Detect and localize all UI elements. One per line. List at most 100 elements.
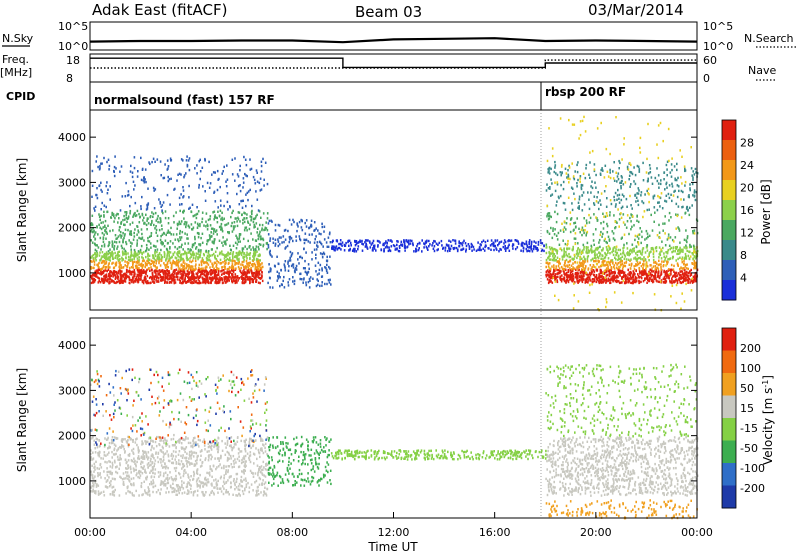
power-cell xyxy=(114,276,117,279)
power-cell xyxy=(294,268,296,271)
power-cell xyxy=(581,278,584,281)
power-cell xyxy=(142,281,145,285)
power-cell xyxy=(574,272,577,276)
power-cell xyxy=(159,270,161,274)
power-cell xyxy=(671,199,673,203)
power-cell xyxy=(188,168,191,172)
power-cell xyxy=(578,227,580,230)
power-cell xyxy=(243,252,246,255)
power-cell xyxy=(671,157,673,160)
power-cell xyxy=(151,273,154,276)
power-cell xyxy=(160,174,162,177)
power-cell xyxy=(119,261,121,264)
power-cell xyxy=(102,281,105,284)
power-cell xyxy=(216,268,218,271)
power-cell xyxy=(207,263,210,266)
power-cell xyxy=(686,249,688,253)
power-cell xyxy=(550,194,552,197)
power-cell xyxy=(256,231,258,234)
power-cell xyxy=(113,165,116,169)
power-cell xyxy=(638,168,641,171)
power-cell xyxy=(576,280,579,283)
power-cell xyxy=(201,277,204,280)
power-cell xyxy=(421,250,423,253)
power-cell xyxy=(253,223,256,227)
power-cell xyxy=(260,160,263,163)
power-cell xyxy=(127,215,130,218)
power-cell xyxy=(576,163,578,167)
power-cell xyxy=(612,170,614,173)
power-cell xyxy=(548,258,551,261)
power-cell xyxy=(646,281,648,284)
power-cell xyxy=(220,218,222,221)
power-cell xyxy=(493,245,496,248)
power-cell xyxy=(582,251,584,254)
power-cell xyxy=(107,268,110,271)
power-cell xyxy=(154,271,156,274)
power-cell xyxy=(620,216,623,219)
power-cell xyxy=(523,242,526,246)
power-cell xyxy=(433,245,436,248)
power-cell xyxy=(598,260,600,263)
power-cell xyxy=(256,180,259,183)
power-cell xyxy=(221,216,223,220)
power-cell xyxy=(182,277,184,280)
power-cell xyxy=(630,258,632,261)
power-cell xyxy=(121,251,124,254)
power-cell xyxy=(448,239,450,242)
power-cell xyxy=(551,236,554,240)
power-cell xyxy=(252,259,254,263)
power-cell xyxy=(211,264,214,267)
power-cell xyxy=(408,243,410,246)
power-cell xyxy=(548,262,551,265)
power-cell xyxy=(115,237,117,240)
power-cell xyxy=(328,232,331,236)
power-cell xyxy=(198,243,200,246)
power-cell xyxy=(549,248,552,251)
power-cell xyxy=(680,198,682,201)
power-cell xyxy=(686,263,688,266)
power-cell xyxy=(163,176,166,180)
power-cell xyxy=(210,227,213,230)
power-cell xyxy=(188,226,191,229)
power-cell xyxy=(548,232,551,235)
power-cell xyxy=(308,226,311,229)
power-cell xyxy=(691,182,694,186)
power-cell xyxy=(551,247,554,250)
power-cell xyxy=(129,256,132,259)
power-cell xyxy=(102,264,105,268)
power-cell xyxy=(604,269,606,272)
power-cell xyxy=(320,243,323,246)
power-cell xyxy=(581,226,584,229)
power-cell xyxy=(622,213,625,216)
power-cell xyxy=(266,182,269,186)
power-cell xyxy=(113,247,115,250)
power-cell xyxy=(516,246,519,249)
power-cell xyxy=(636,192,638,195)
power-cell xyxy=(93,233,96,236)
power-cell xyxy=(627,276,629,279)
power-cell xyxy=(384,246,387,249)
power-cell xyxy=(234,273,237,276)
power-cell xyxy=(203,278,206,281)
power-cell xyxy=(258,262,260,265)
power-cell xyxy=(610,259,612,262)
power-cell xyxy=(239,220,241,223)
power-cell xyxy=(622,252,624,255)
power-cell xyxy=(194,221,197,224)
power-cell xyxy=(246,213,248,216)
power-cell xyxy=(641,235,643,239)
power-cell xyxy=(364,241,366,244)
power-cell xyxy=(325,241,328,244)
power-cell xyxy=(188,266,190,269)
power-cell xyxy=(679,267,681,271)
power-cell xyxy=(564,242,567,246)
power-cell xyxy=(621,276,623,279)
power-cell xyxy=(103,215,105,218)
power-cell xyxy=(247,278,250,281)
power-cell xyxy=(651,182,654,185)
power-cell xyxy=(614,191,617,195)
power-cell xyxy=(664,274,667,277)
power-cell xyxy=(130,266,133,269)
power-cell xyxy=(265,227,268,230)
